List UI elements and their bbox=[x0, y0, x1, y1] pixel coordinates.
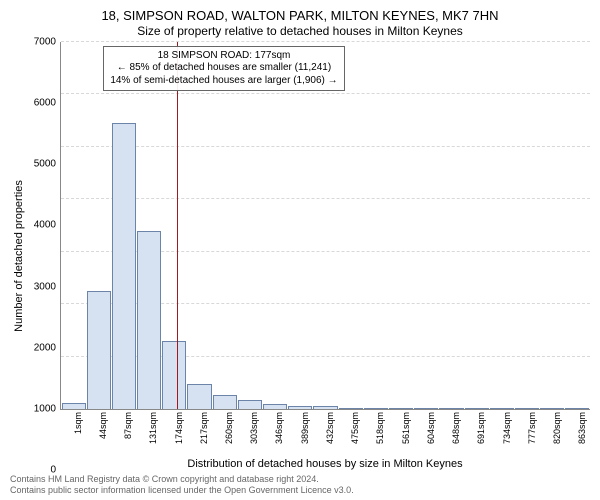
x-tick-label: 87sqm bbox=[123, 412, 133, 439]
histogram-bar bbox=[540, 408, 564, 409]
histogram-bar bbox=[490, 408, 514, 409]
y-axis-ticks: 01000200030004000500060007000 bbox=[28, 42, 60, 471]
x-tick-label: 648sqm bbox=[451, 412, 461, 444]
histogram-bar bbox=[439, 408, 463, 409]
x-tick: 518sqm bbox=[363, 410, 388, 458]
footer-line-2: Contains public sector information licen… bbox=[10, 485, 590, 496]
plot-area: 18 SIMPSON ROAD: 177sqm ← 85% of detache… bbox=[60, 42, 590, 411]
histogram-bar bbox=[162, 341, 186, 409]
annotation-line-2: ← 85% of detached houses are smaller (11… bbox=[110, 62, 337, 75]
x-tick-label: 303sqm bbox=[249, 412, 259, 444]
x-tick: 777sqm bbox=[514, 410, 539, 458]
chart-area: Number of detached properties 0100020003… bbox=[10, 42, 590, 471]
histogram-bar bbox=[62, 403, 86, 409]
annotation-line-1: 18 SIMPSON ROAD: 177sqm bbox=[110, 50, 337, 63]
x-tick-label: 863sqm bbox=[577, 412, 587, 444]
x-tick-label: 561sqm bbox=[401, 412, 411, 444]
x-tick: 346sqm bbox=[262, 410, 287, 458]
chart-subtitle: Size of property relative to detached ho… bbox=[10, 24, 590, 38]
x-tick: 734sqm bbox=[489, 410, 514, 458]
x-tick-label: 604sqm bbox=[426, 412, 436, 444]
footer-line-1: Contains HM Land Registry data © Crown c… bbox=[10, 474, 590, 485]
histogram-bar bbox=[137, 231, 161, 410]
x-tick-label: 777sqm bbox=[527, 412, 537, 444]
y-tick-label: 4000 bbox=[34, 220, 56, 231]
plot-wrap: 18 SIMPSON ROAD: 177sqm ← 85% of detache… bbox=[60, 42, 590, 471]
x-tick-label: 44sqm bbox=[98, 412, 108, 439]
x-tick: 1sqm bbox=[60, 410, 85, 458]
x-tick-label: 217sqm bbox=[199, 412, 209, 444]
x-tick-label: 1sqm bbox=[73, 412, 83, 434]
y-tick-label: 7000 bbox=[34, 36, 56, 47]
y-tick-label: 1000 bbox=[34, 404, 56, 415]
y-tick-label: 2000 bbox=[34, 342, 56, 353]
footer: Contains HM Land Registry data © Crown c… bbox=[10, 474, 590, 496]
x-tick: 87sqm bbox=[110, 410, 135, 458]
histogram-bar bbox=[288, 406, 312, 410]
bars-group bbox=[61, 42, 590, 410]
histogram-bar bbox=[565, 408, 589, 409]
x-tick: 863sqm bbox=[565, 410, 590, 458]
reference-line bbox=[177, 42, 178, 410]
x-tick: 648sqm bbox=[439, 410, 464, 458]
chart-title: 18, SIMPSON ROAD, WALTON PARK, MILTON KE… bbox=[10, 8, 590, 24]
histogram-bar bbox=[364, 408, 388, 410]
histogram-bar bbox=[87, 291, 111, 409]
y-axis-label: Number of detached properties bbox=[10, 42, 28, 471]
histogram-bar bbox=[389, 408, 413, 409]
x-tick-label: 432sqm bbox=[325, 412, 335, 444]
annotation-line-3: 14% of semi-detached houses are larger (… bbox=[110, 75, 337, 88]
histogram-bar bbox=[313, 406, 337, 409]
x-tick: 561sqm bbox=[388, 410, 413, 458]
x-tick-label: 346sqm bbox=[274, 412, 284, 444]
histogram-bar bbox=[263, 404, 287, 409]
x-tick-label: 131sqm bbox=[148, 412, 158, 444]
x-axis-label: Distribution of detached houses by size … bbox=[60, 458, 590, 470]
x-tick-label: 389sqm bbox=[300, 412, 310, 444]
annotation-box: 18 SIMPSON ROAD: 177sqm ← 85% of detache… bbox=[103, 46, 344, 92]
x-tick-label: 475sqm bbox=[350, 412, 360, 444]
x-tick: 604sqm bbox=[413, 410, 438, 458]
x-tick-label: 518sqm bbox=[375, 412, 385, 444]
y-tick-label: 6000 bbox=[34, 97, 56, 108]
y-tick-label: 5000 bbox=[34, 159, 56, 170]
x-axis-ticks: 1sqm 44sqm 87sqm 131sqm 174sqm 217sqm 260sqm 30… bbox=[60, 410, 590, 458]
x-tick-label: 734sqm bbox=[502, 412, 512, 444]
x-tick: 820sqm bbox=[539, 410, 564, 458]
x-tick: 174sqm bbox=[161, 410, 186, 458]
x-tick: 131sqm bbox=[136, 410, 161, 458]
y-tick-label: 0 bbox=[50, 465, 56, 476]
x-tick-label: 174sqm bbox=[174, 412, 184, 444]
chart-container: 18, SIMPSON ROAD, WALTON PARK, MILTON KE… bbox=[0, 0, 600, 500]
histogram-bar bbox=[414, 408, 438, 409]
x-tick-label: 260sqm bbox=[224, 412, 234, 444]
histogram-bar bbox=[112, 123, 136, 409]
x-tick: 432sqm bbox=[312, 410, 337, 458]
x-tick: 217sqm bbox=[186, 410, 211, 458]
histogram-bar bbox=[213, 395, 237, 410]
histogram-bar bbox=[465, 408, 489, 409]
y-tick-label: 3000 bbox=[34, 281, 56, 292]
x-tick: 475sqm bbox=[338, 410, 363, 458]
histogram-bar bbox=[515, 408, 539, 409]
x-tick-label: 691sqm bbox=[476, 412, 486, 444]
x-tick: 389sqm bbox=[287, 410, 312, 458]
histogram-bar bbox=[238, 400, 262, 409]
x-tick: 303sqm bbox=[237, 410, 262, 458]
x-tick: 260sqm bbox=[211, 410, 236, 458]
x-tick: 44sqm bbox=[85, 410, 110, 458]
x-tick-label: 820sqm bbox=[552, 412, 562, 444]
histogram-bar bbox=[187, 384, 211, 409]
histogram-bar bbox=[339, 408, 363, 410]
x-tick: 691sqm bbox=[464, 410, 489, 458]
